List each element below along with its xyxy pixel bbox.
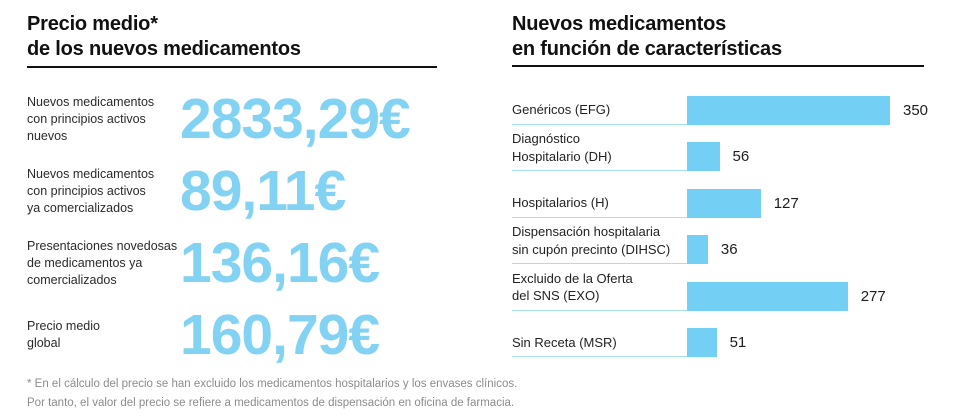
bar-fill [687, 281, 848, 311]
horizontal-bar-chart: Genéricos (EFG) 350 Diagnóstico Hospital… [512, 78, 966, 357]
bar-value: 51 [729, 334, 747, 351]
stat-label: Presentaciones novedosas de medicamentos… [27, 238, 178, 287]
bar-label: Dispensación hospitalaria sin cupón prec… [512, 223, 687, 264]
bar-label: Hospitalarios (H) [512, 194, 687, 218]
stat-value: 136,16€ [180, 230, 380, 295]
bar-row: Sin Receta (MSR) 51 [512, 311, 966, 357]
bar-row: Genéricos (EFG) 350 [512, 78, 966, 125]
bar-label: Diagnóstico Hospitalario (DH) [512, 130, 687, 171]
bar-fill [687, 95, 890, 125]
bar-fill [687, 142, 720, 171]
stat-value: 160,79€ [180, 302, 380, 367]
bar-row: Dispensación hospitalaria sin cupón prec… [512, 218, 966, 264]
bar-value: 277 [860, 287, 886, 305]
stat-label: Nuevos medicamentos con principios activ… [27, 94, 155, 143]
bar-label: Genéricos (EFG) [512, 101, 687, 125]
stat-row: Nuevos medicamentos con principios activ… [27, 155, 485, 227]
bar-fill [687, 328, 717, 357]
characteristics-chart-title: Nuevos medicamentos en función de caract… [512, 13, 782, 60]
characteristics-chart-panel: Nuevos medicamentos en función de caract… [485, 0, 966, 419]
bar-fill [687, 235, 708, 264]
stats-list: Nuevos medicamentos con principios activ… [27, 83, 485, 371]
bar-label: Sin Receta (MSR) [512, 334, 687, 357]
bar-row: Diagnóstico Hospitalario (DH) 56 [512, 125, 966, 171]
average-price-title: Precio medio* de los nuevos medicamentos [27, 13, 301, 60]
bar-row: Hospitalarios (H) 127 [512, 171, 966, 218]
characteristics-title-rule [512, 65, 924, 67]
stat-label: Precio medio global [27, 319, 100, 350]
stat-label: Nuevos medicamentos con principios activ… [27, 166, 155, 215]
stat-value: 89,11€ [180, 158, 346, 223]
stat-row: Precio medio global 160,79€ [27, 299, 485, 371]
bar-value: 127 [773, 194, 799, 212]
bar-fill [687, 188, 761, 218]
stat-row: Presentaciones novedosas de medicamentos… [27, 227, 485, 299]
price-footnote: * En el cálculo del precio se han exclui… [27, 378, 518, 409]
bar-value: 36 [720, 241, 738, 258]
bar-value: 56 [732, 148, 750, 165]
bar-label: Excluido de la Oferta del SNS (EXO) [512, 270, 687, 311]
average-price-panel: Precio medio* de los nuevos medicamentos… [27, 13, 518, 409]
stat-row: Nuevos medicamentos con principios activ… [27, 83, 485, 155]
bar-row: Excluido de la Oferta del SNS (EXO) 277 [512, 264, 966, 311]
bar-value: 350 [903, 101, 929, 119]
average-price-title-rule [27, 66, 437, 68]
stat-value: 2833,29€ [180, 86, 411, 151]
